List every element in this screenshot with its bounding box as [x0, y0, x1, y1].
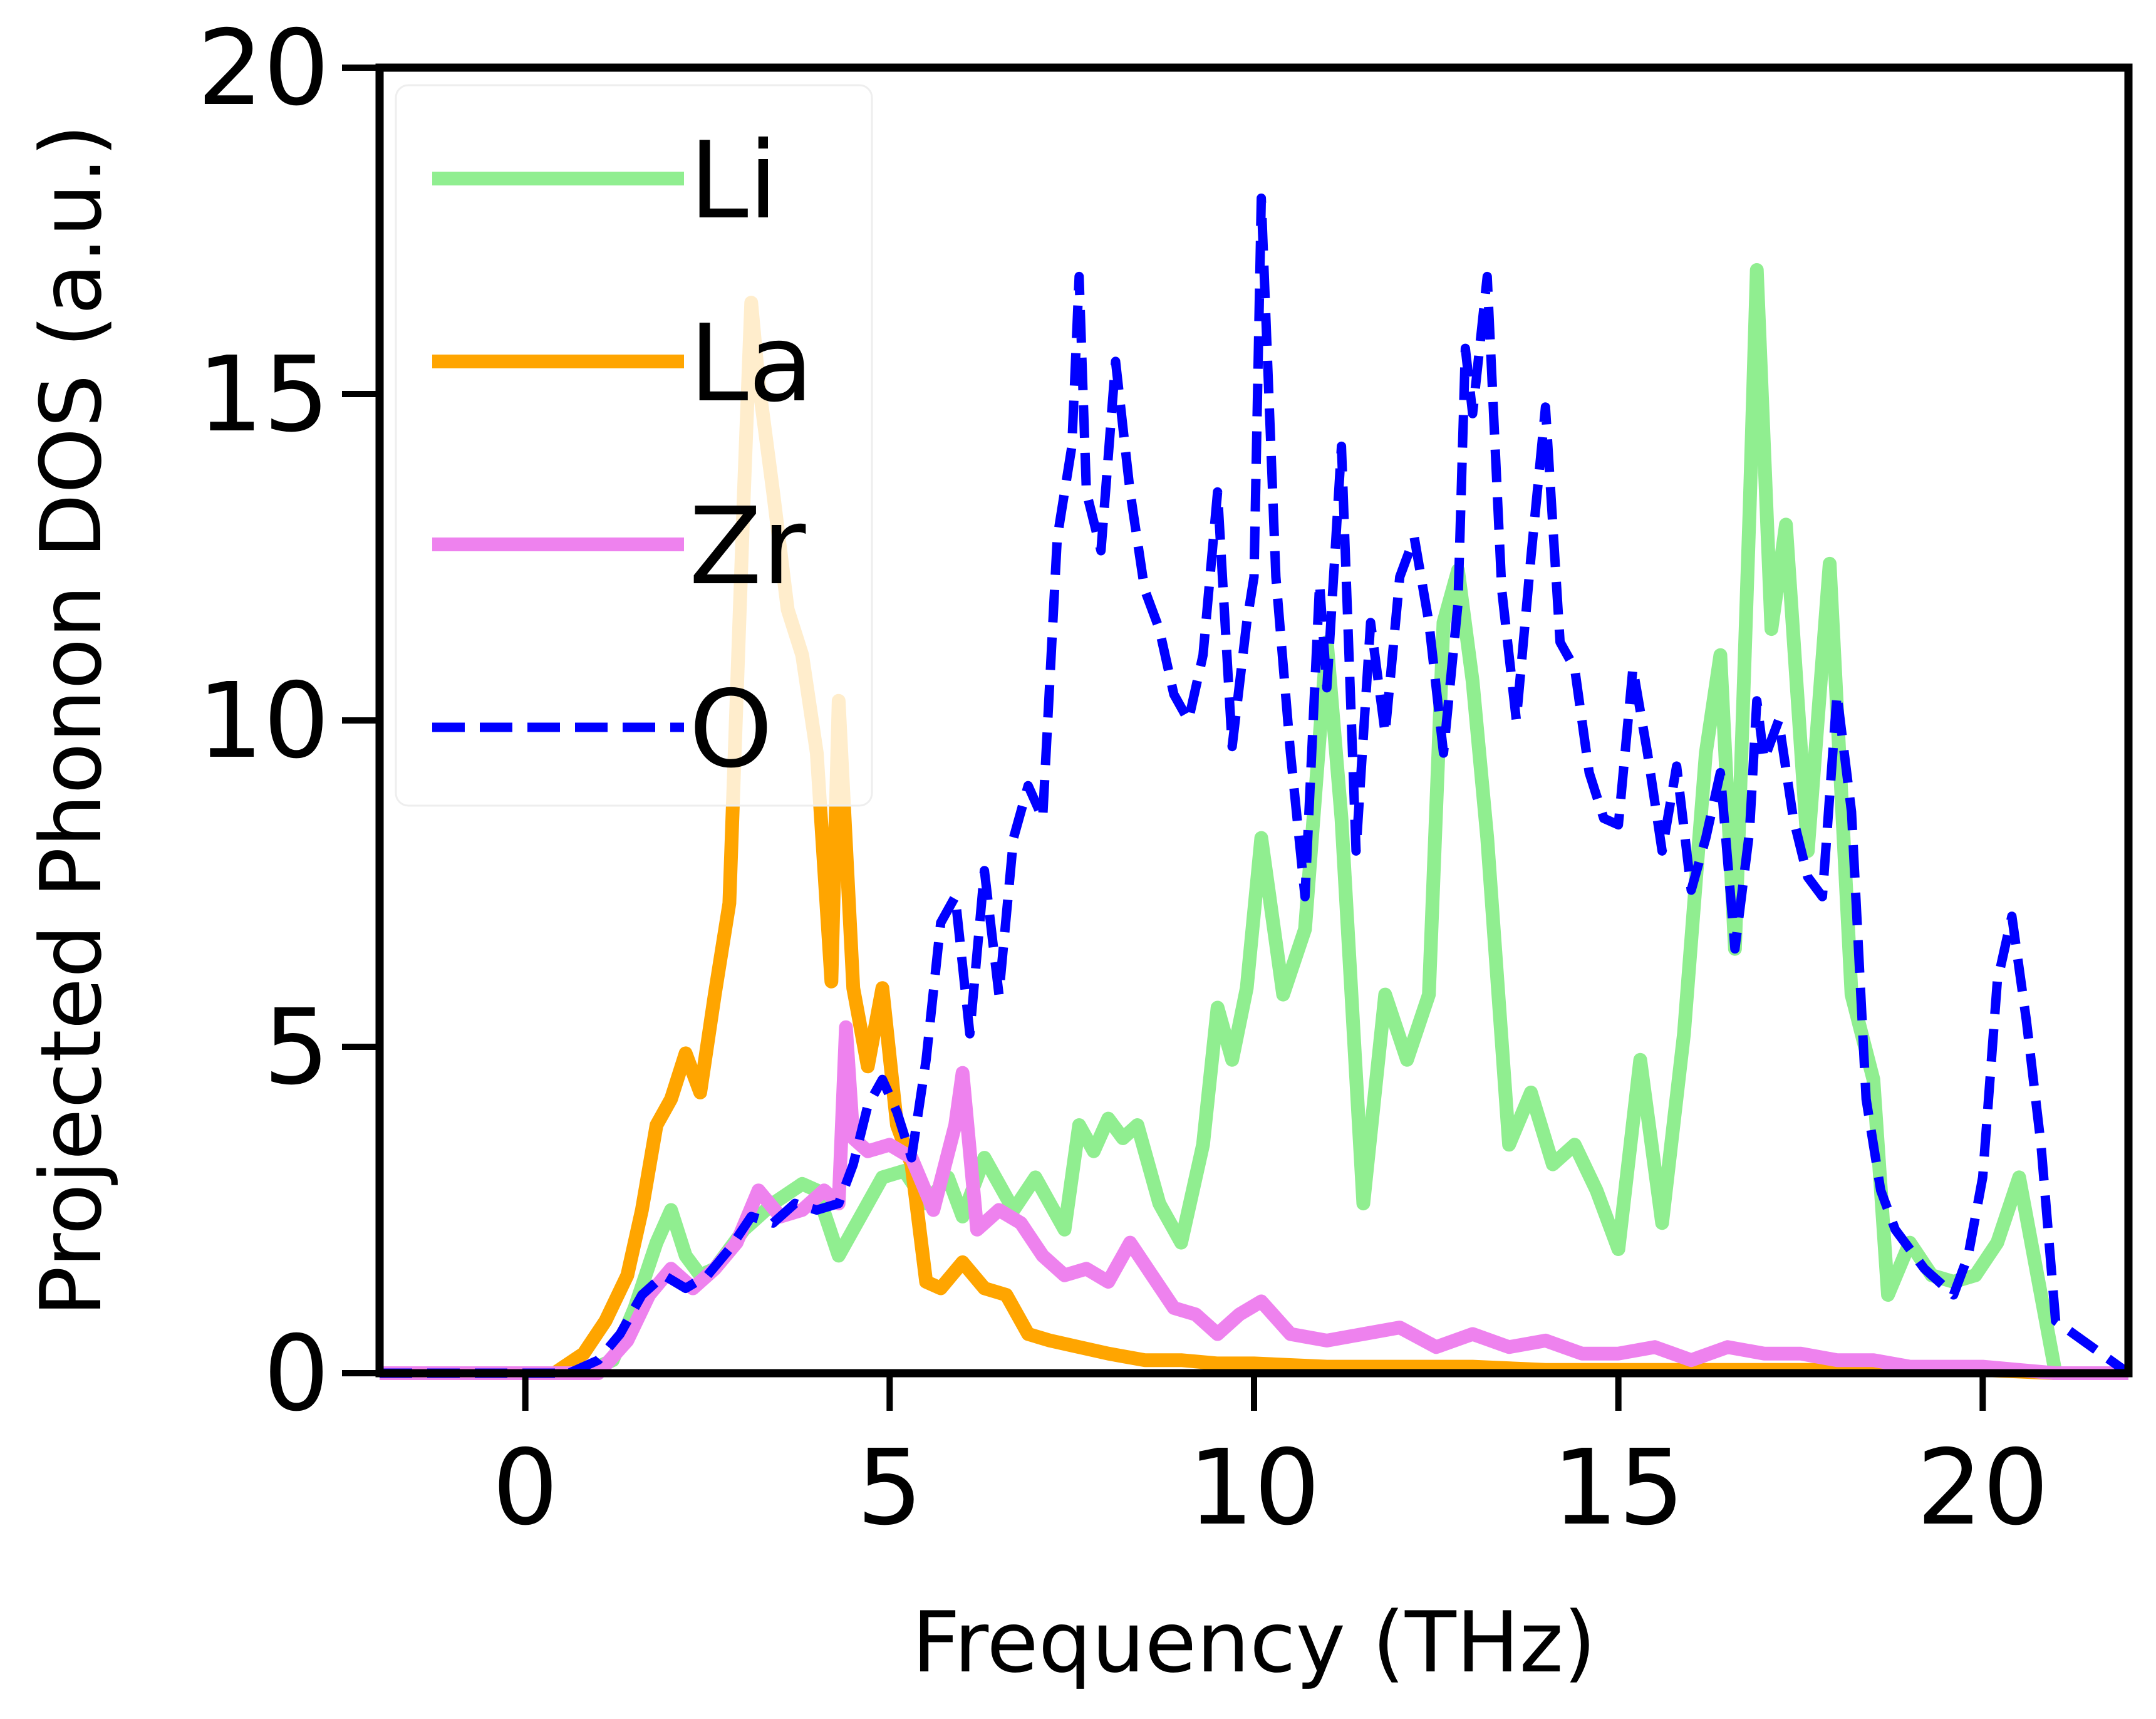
legend-box	[395, 84, 873, 807]
y-tick-label: 10	[197, 661, 329, 782]
y-tick-label: 5	[263, 987, 329, 1108]
y-tick-label: 20	[197, 8, 329, 129]
series-line-zr	[380, 1020, 2128, 1380]
x-axis-label: Frequency (THz)	[912, 1594, 1596, 1691]
legend: Li La Zr O	[395, 84, 873, 807]
x-tick-label: 5	[857, 1428, 923, 1549]
x-tick-label: 0	[492, 1428, 559, 1549]
y-tick-label: 15	[197, 335, 329, 455]
y-axis-label: Projected Phonon DOS (a.u.)	[23, 124, 120, 1317]
tick-layer: 0 5 10 15 20 0 5 10 15 20	[197, 8, 2049, 1549]
series-layer	[380, 193, 2132, 1380]
legend-label-la: La	[689, 302, 814, 426]
x-tick-label: 10	[1188, 1428, 1320, 1549]
series-line-li	[380, 263, 2128, 1380]
legend-label-o: O	[689, 668, 773, 792]
x-tick-label: 20	[1917, 1428, 2049, 1549]
y-tick-label: 0	[263, 1314, 329, 1435]
series-line-o	[380, 193, 2132, 1378]
legend-label-zr: Zr	[689, 485, 806, 609]
x-tick-label: 15	[1552, 1428, 1684, 1549]
legend-label-li: Li	[689, 119, 778, 243]
